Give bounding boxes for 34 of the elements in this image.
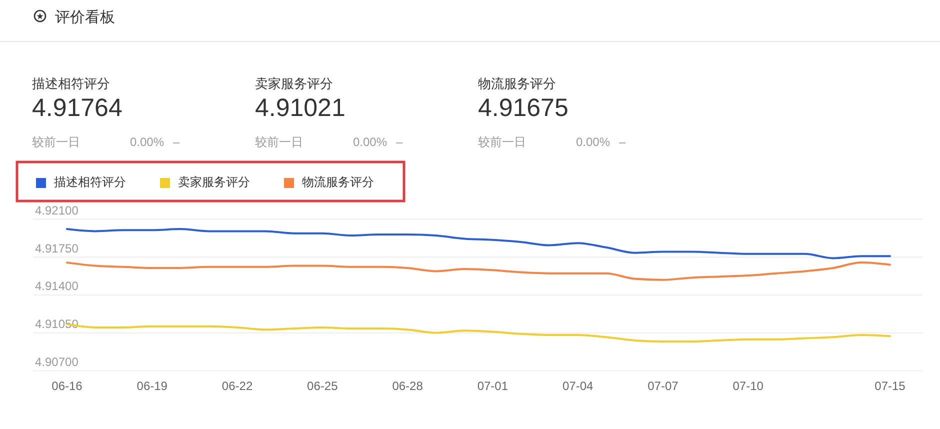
text: 较前一日 bbox=[255, 135, 303, 149]
x-tick-label: 07-10 bbox=[732, 379, 764, 394]
y-tick-label: 4.91050 bbox=[35, 317, 79, 332]
y-tick-label: 4.92100 bbox=[35, 203, 79, 218]
x-tick-label: 06-16 bbox=[52, 379, 83, 394]
text: 0.00% bbox=[130, 135, 164, 149]
legend-label: 描述相符评分 bbox=[54, 175, 126, 190]
x-tick-label: 07-07 bbox=[648, 379, 679, 394]
text: 描述相符评分 bbox=[32, 76, 110, 91]
x-tick-label: 06-28 bbox=[392, 379, 424, 394]
x-tick-label: 06-22 bbox=[222, 379, 253, 394]
text: 物流服务评分 bbox=[478, 76, 556, 91]
text: 0.00% bbox=[576, 135, 610, 149]
x-tick-label: 07-15 bbox=[874, 379, 906, 394]
x-tick-label: 06-19 bbox=[136, 379, 168, 394]
text: 0.00% bbox=[353, 135, 388, 149]
text: 4.91021 bbox=[255, 94, 346, 122]
y-tick-label: 4.91400 bbox=[35, 279, 79, 294]
y-tick-label: 4.91750 bbox=[35, 241, 79, 256]
text: 4.91764 bbox=[32, 94, 122, 122]
legend-label: 卖家服务评分 bbox=[178, 175, 250, 190]
x-tick-label: 07-04 bbox=[562, 379, 594, 394]
text: 较前一日 bbox=[32, 135, 80, 149]
text: 4.91675 bbox=[478, 94, 568, 122]
x-tick-label: 06-25 bbox=[307, 379, 338, 394]
text: – bbox=[619, 135, 626, 149]
y-tick-label: 4.90700 bbox=[35, 354, 79, 369]
text: – bbox=[396, 135, 403, 149]
text: – bbox=[173, 135, 180, 149]
text: 卖家服务评分 bbox=[255, 76, 333, 91]
text: 较前一日 bbox=[478, 135, 526, 149]
legend-label: 物流服务评分 bbox=[302, 175, 374, 190]
chart-title: 评价看板 bbox=[55, 9, 115, 26]
x-tick-label: 07-01 bbox=[477, 379, 508, 394]
